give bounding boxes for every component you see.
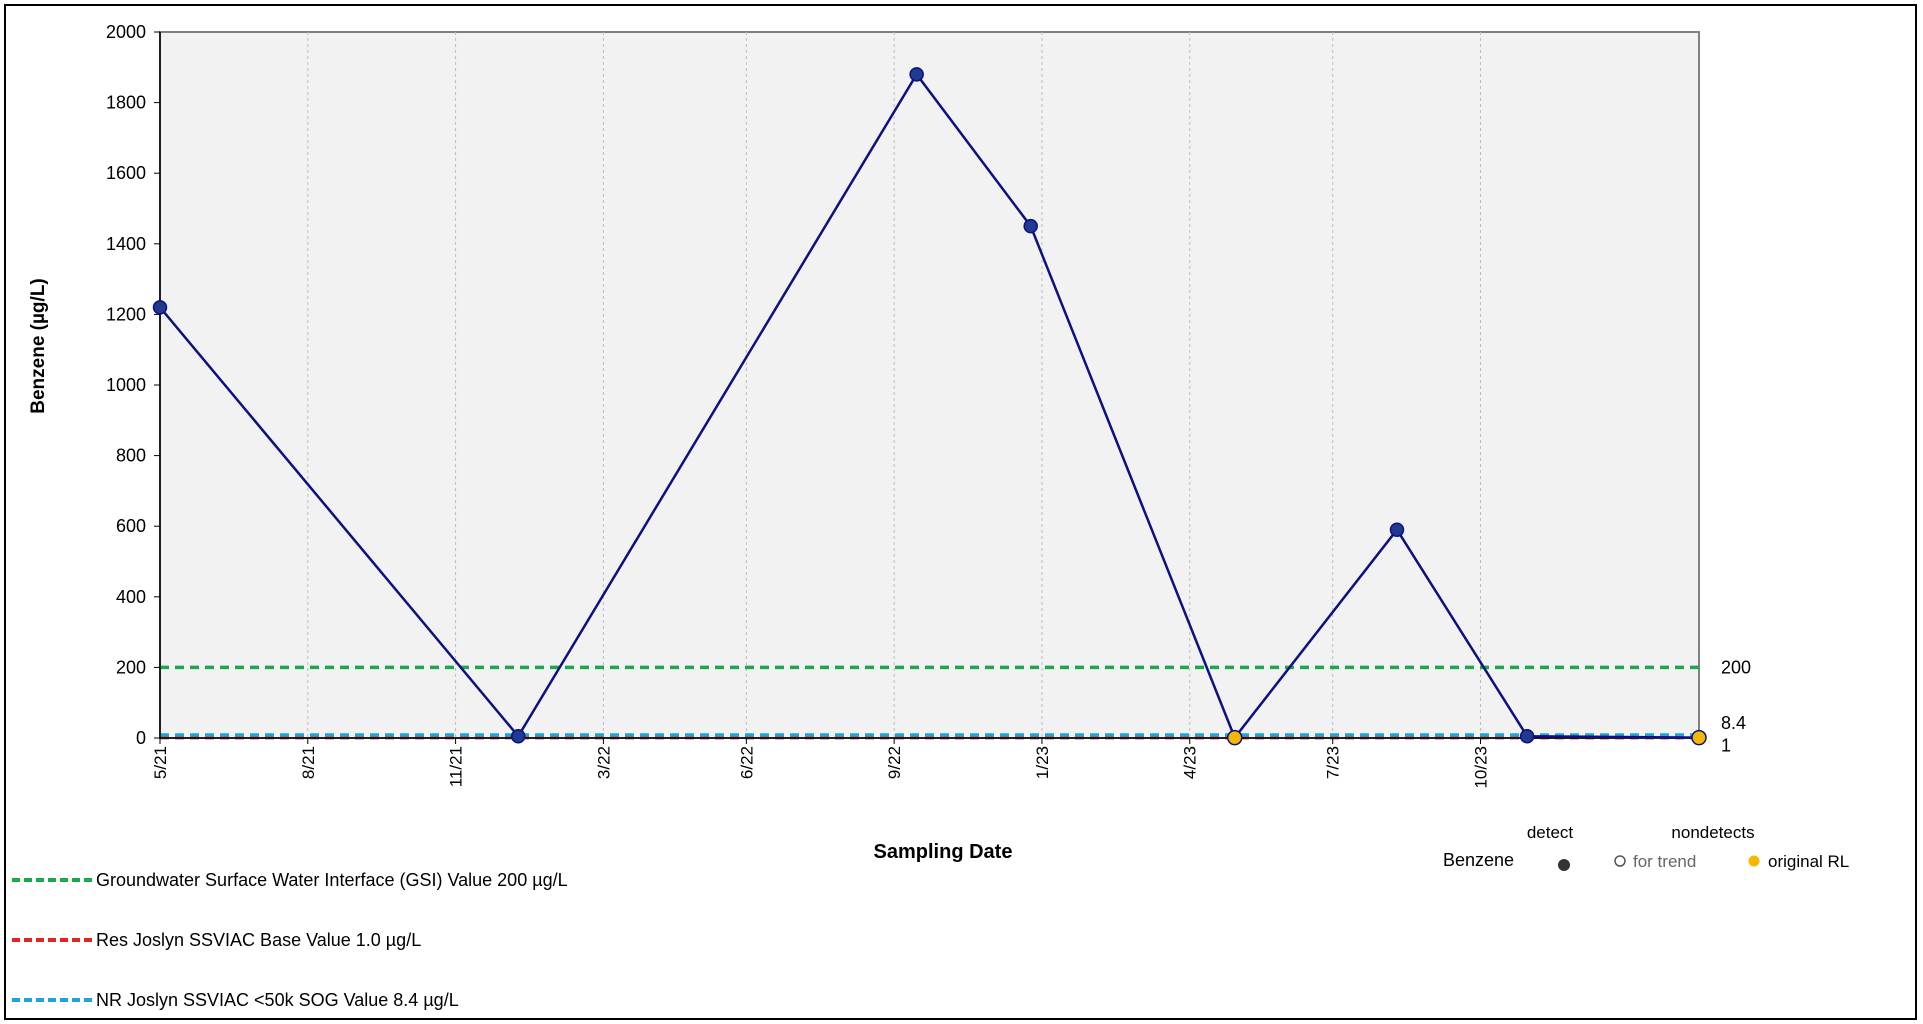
detect-point — [1389, 522, 1405, 537]
legend-res-joslyn-label: Res Joslyn SSVIAC Base Value 1.0 µg/L — [96, 929, 422, 950]
y-tick-label: 200 — [116, 657, 146, 677]
y-tick-label: 2000 — [106, 22, 146, 42]
y-tick-label: 0 — [136, 728, 146, 748]
nondetect-point — [1226, 729, 1243, 746]
plot-area — [159, 31, 1700, 739]
y-tick-label: 1000 — [106, 375, 146, 395]
series-line — [159, 72, 1700, 741]
y-tick-label: 1200 — [106, 304, 146, 324]
x-tick-label: 1/23 — [1033, 746, 1052, 779]
y-tick-label: 1800 — [106, 93, 146, 113]
x-tick-label: 10/23 — [1472, 746, 1491, 789]
y-tick-label: 1400 — [106, 234, 146, 254]
reference-line-labels: 200 1 8.4 — [1721, 657, 1751, 755]
y-tick-label: 1600 — [106, 163, 146, 183]
marker-legend-detect-dot — [1558, 859, 1570, 871]
y-tick-labels: 0 200 400 600 800 1000 1200 1400 1600 1800 2000 — [106, 22, 160, 748]
legend-nr-joslyn: NR Joslyn SSVIAC <50k SOG Value 8.4 µg/L — [12, 988, 459, 1012]
x-tick-label: 11/21 — [447, 746, 466, 787]
legend-nr-joslyn-label: NR Joslyn SSVIAC <50k SOG Value 8.4 µg/L — [96, 989, 459, 1010]
detect-point — [1023, 218, 1038, 234]
legend-res-joslyn-swatch — [12, 938, 92, 942]
marker-legend: detect nondetects Benzene for trend orig… — [1443, 823, 1849, 871]
marker-legend-series-label: Benzene — [1443, 850, 1514, 870]
x-tick-label: 8/21 — [299, 746, 318, 779]
legend-gsi-label: Groundwater Surface Water Interface (GSI… — [96, 869, 568, 890]
marker-legend-for-trend-label: for trend — [1633, 852, 1696, 871]
x-tick-label: 5/21 — [151, 746, 170, 779]
x-tick-label: 7/23 — [1324, 746, 1343, 779]
x-tick-label: 6/22 — [737, 746, 756, 779]
y-tick-label: 400 — [116, 587, 146, 607]
legend-res-joslyn: Res Joslyn SSVIAC Base Value 1.0 µg/L — [12, 928, 421, 952]
detect-point — [152, 300, 168, 315]
grid-lines — [307, 32, 1482, 738]
marker-legend-for-trend-dot — [1614, 855, 1626, 867]
marker-legend-original-rl-dot — [1748, 855, 1760, 867]
reference-line-label: 1 — [1721, 736, 1731, 756]
x-tick-labels: 5/21 8/21 11/21 3/22 6/22 9/22 1/23 4/23 7/23 10/… — [151, 738, 1491, 789]
detect-point — [909, 67, 924, 82]
y-tick-label: 800 — [116, 446, 146, 466]
legend-gsi-swatch — [12, 878, 92, 882]
detect-point — [510, 728, 526, 744]
reference-line-label: 200 — [1721, 657, 1751, 677]
detect-point — [1519, 728, 1535, 744]
x-tick-label: 3/22 — [594, 746, 613, 779]
reference-line-label: 8.4 — [1721, 713, 1746, 733]
marker-legend-detect-header: detect — [1527, 823, 1574, 842]
x-tick-label: 9/22 — [885, 746, 904, 779]
marker-legend-nondetect-header: nondetects — [1671, 823, 1754, 842]
legend-nr-joslyn-swatch — [12, 998, 92, 1002]
x-tick-label: 4/23 — [1181, 746, 1200, 779]
marker-legend-original-rl-label: original RL — [1768, 852, 1849, 871]
y-tick-label: 600 — [116, 516, 146, 536]
x-axis-title: Sampling Date — [874, 841, 1013, 863]
y-axis-title: Benzene (µg/L) — [28, 278, 49, 414]
nondetect-point — [1691, 729, 1707, 746]
data-series — [152, 67, 1707, 746]
chart-frame: 0 200 400 600 800 1000 1200 1400 1600 1800 2000 5/… — [4, 4, 1917, 1020]
legend-gsi: Groundwater Surface Water Interface (GSI… — [12, 868, 568, 892]
